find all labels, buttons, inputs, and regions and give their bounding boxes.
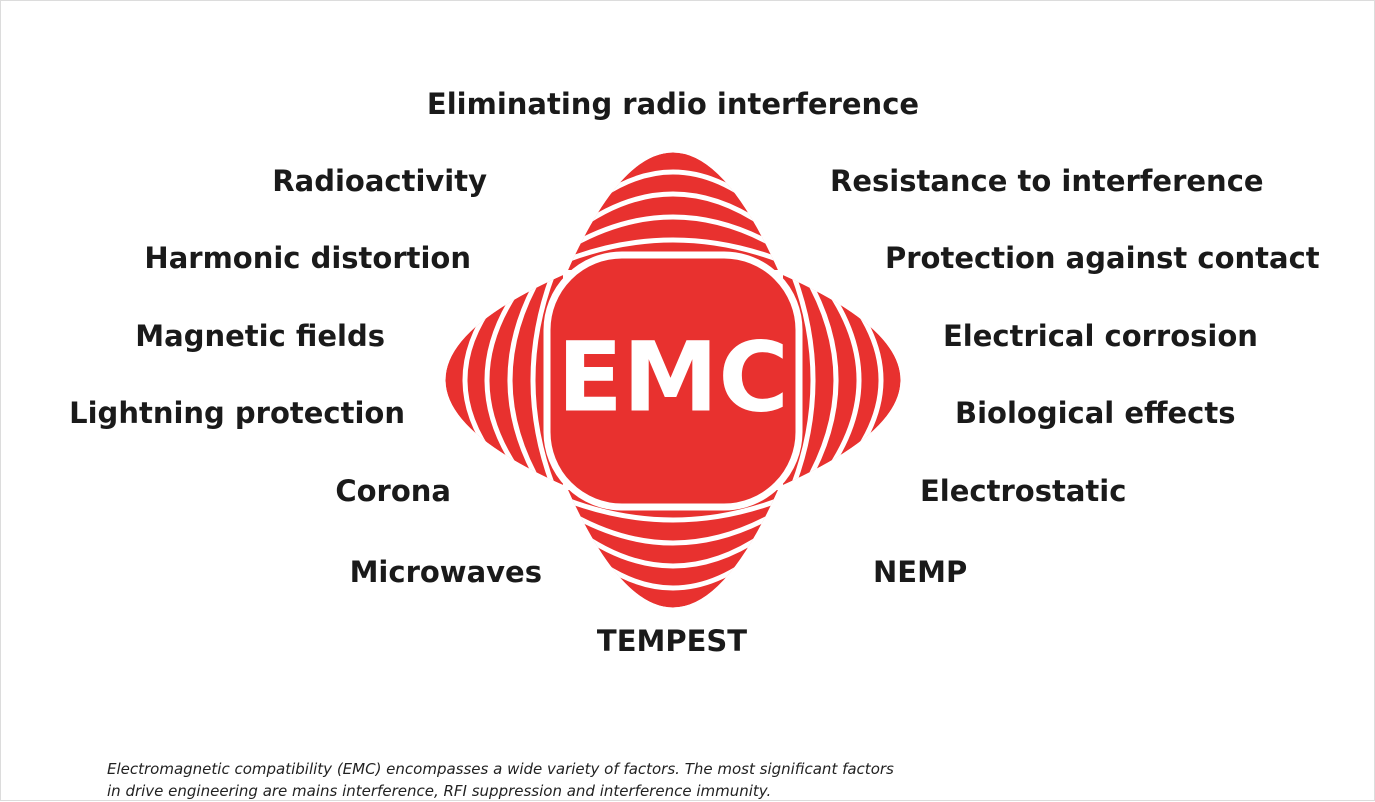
caption-line: in drive engineering are mains interfere… <box>107 780 894 802</box>
center-label: EMC <box>557 321 789 433</box>
factor-label: Eliminating radio interference <box>427 86 919 122</box>
factor-label: Radioactivity <box>272 163 487 199</box>
factor-label: NEMP <box>873 554 967 590</box>
factor-label: Magnetic fields <box>135 318 385 354</box>
factor-label: Biological effects <box>955 395 1235 431</box>
factor-label: TEMPEST <box>597 623 747 659</box>
factor-label: Microwaves <box>350 554 542 590</box>
caption: Electromagnetic compatibility (EMC) enco… <box>107 758 894 802</box>
page: {"center_label": "EMC", "terms": { "top"… <box>0 0 1375 801</box>
factor-label: Harmonic distortion <box>144 240 471 276</box>
factor-label: Lightning protection <box>69 395 405 431</box>
factor-label: Resistance to interference <box>830 163 1264 199</box>
factor-label: Protection against contact <box>885 240 1320 276</box>
caption-line: Electromagnetic compatibility (EMC) enco… <box>107 758 894 780</box>
factor-label: Electrostatic <box>920 473 1126 509</box>
factor-label: Electrical corrosion <box>943 318 1258 354</box>
factor-label: Corona <box>335 473 451 509</box>
